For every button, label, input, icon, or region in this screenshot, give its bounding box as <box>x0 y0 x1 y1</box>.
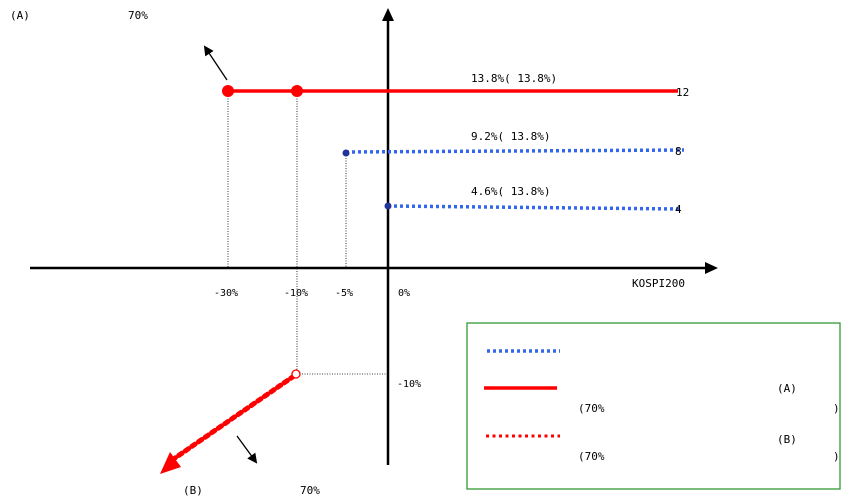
line-end-12: 12 <box>676 86 689 99</box>
x-axis-name: KOSPI200 <box>632 277 685 290</box>
label-70pct-top: 70% <box>128 9 148 22</box>
blue-dot-zero <box>384 202 392 210</box>
x-tick-minus-30: -30% <box>214 288 238 299</box>
red-loss-arrowhead <box>160 452 181 474</box>
blue-dotted-payoff-line-4 <box>387 204 681 211</box>
legend-b-label: (B) <box>777 433 797 446</box>
blue-dot-minus-5 <box>342 149 350 157</box>
red-dotted-loss-line <box>172 373 297 461</box>
line-end-8: 8 <box>675 145 682 158</box>
legend-b-close: ) <box>833 450 840 463</box>
y-axis-arrowhead <box>382 8 394 21</box>
x-tick-minus-10: -10% <box>284 288 308 299</box>
legend-box <box>466 322 841 490</box>
x-tick-zero: 0% <box>398 288 410 299</box>
legend-a-label: (A) <box>777 382 797 395</box>
red-knock-in-dot-30 <box>222 85 234 97</box>
x-axis-arrowhead <box>705 262 718 274</box>
label-b-bottom: (B) <box>183 484 203 497</box>
label-a-top: (A) <box>10 9 30 22</box>
label-70pct-bottom: 70% <box>300 484 320 497</box>
line-label-12: 13.8%( 13.8%) <box>471 72 557 85</box>
open-red-circle <box>291 369 301 379</box>
legend-b-text: (70% <box>578 450 605 463</box>
line-label-8: 9.2%( 13.8%) <box>471 130 550 143</box>
blue-dotted-payoff-line-8 <box>345 148 685 154</box>
y-tick-minus-10: -10% <box>397 379 421 390</box>
legend: (A) (70% ) (B) (70% ) <box>466 322 841 490</box>
x-tick-minus-5: -5% <box>335 288 353 299</box>
red-knock-in-dot-10 <box>291 85 303 97</box>
line-end-4: 4 <box>675 203 682 216</box>
lower-black-arrow <box>236 435 258 464</box>
line-label-4: 4.6%( 13.8%) <box>471 185 550 198</box>
upper-black-arrow <box>203 45 228 81</box>
legend-a-close: ) <box>833 402 840 415</box>
legend-a-text: (70% <box>578 402 605 415</box>
